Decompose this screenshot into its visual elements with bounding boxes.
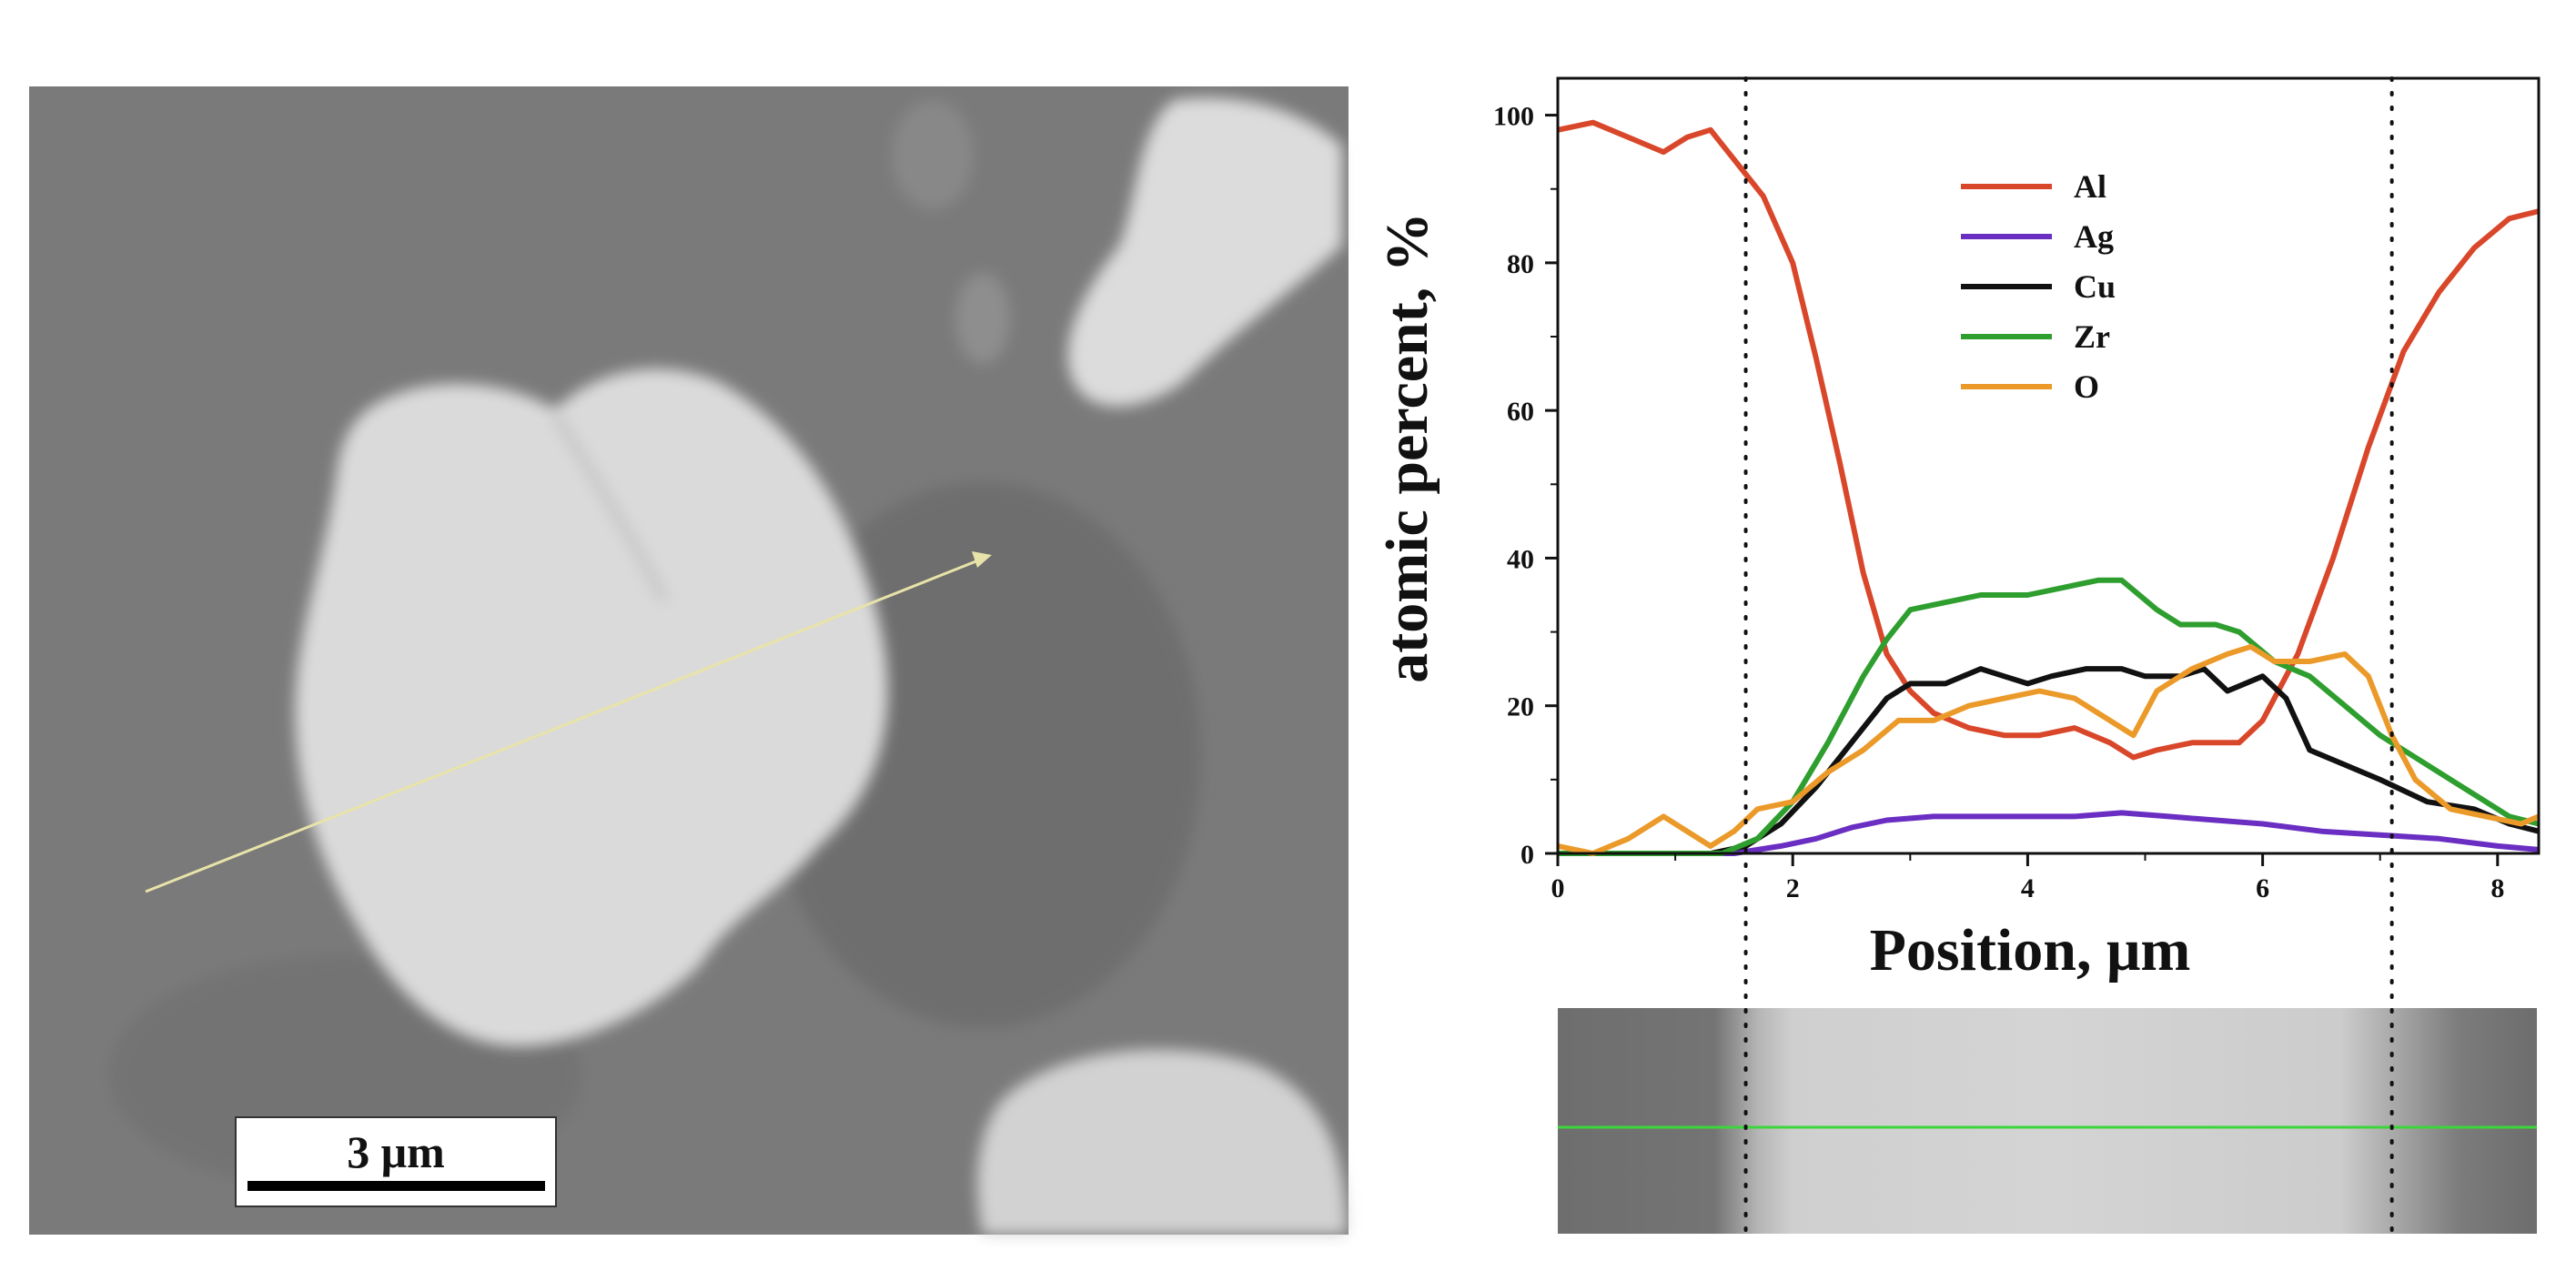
scale-bar-label: 3 μm	[347, 1126, 445, 1177]
legend-label-cu: Cu	[2074, 268, 2116, 305]
x-axis-title: Position, μm	[1870, 917, 2191, 984]
y-axis-title: atomic percent, %	[1374, 212, 1440, 682]
series-line-al	[1557, 119, 2540, 761]
y-tick-label: 20	[1507, 692, 1534, 722]
x-tick-label: 6	[2256, 873, 2269, 903]
scale-bar	[247, 1181, 545, 1191]
line-scan-image	[1558, 1008, 2537, 1234]
series-line-ag	[1558, 810, 2540, 856]
x-tick-label: 2	[1786, 873, 1800, 903]
y-tick-label: 0	[1520, 840, 1534, 870]
scale-bar-box	[235, 1116, 557, 1207]
particle-seam	[551, 411, 669, 603]
x-tick-label: 4	[2021, 873, 2035, 903]
y-tick-label: 40	[1507, 544, 1534, 574]
legend: Al Ag Cu Zr O	[1961, 168, 2116, 405]
eds-line-profile-chart: 0 2 4 6 8 0 20 40 60 80 100 atomic percent, % Pos…	[1374, 76, 2541, 984]
legend-label-o: O	[2074, 368, 2099, 405]
bright-speck	[892, 100, 974, 209]
bright-particle-lower	[977, 1049, 1347, 1235]
bright-particle-main	[295, 368, 888, 1046]
series-line-cu	[1558, 666, 2540, 856]
y-tick-label: 80	[1507, 249, 1534, 279]
sem-micrograph: 3 μm	[29, 86, 1349, 1235]
y-tick-label: 60	[1507, 397, 1534, 427]
bright-particle-upper	[1067, 97, 1342, 407]
legend-label-al: Al	[2074, 168, 2106, 205]
series-line-zr	[1558, 577, 2540, 856]
line-scan-arrowhead	[972, 551, 992, 568]
x-tick-label: 8	[2490, 873, 2504, 903]
legend-label-ag: Ag	[2074, 218, 2114, 255]
bright-speck	[955, 273, 1010, 364]
y-tick-label: 100	[1493, 102, 1534, 132]
plot-frame	[1556, 76, 2541, 855]
x-tick-label: 0	[1551, 873, 1565, 903]
series-line-o	[1557, 643, 2541, 856]
line-scan-background	[1558, 1008, 2537, 1234]
legend-label-zr: Zr	[2074, 318, 2110, 355]
line-scan-arrow	[145, 559, 979, 893]
